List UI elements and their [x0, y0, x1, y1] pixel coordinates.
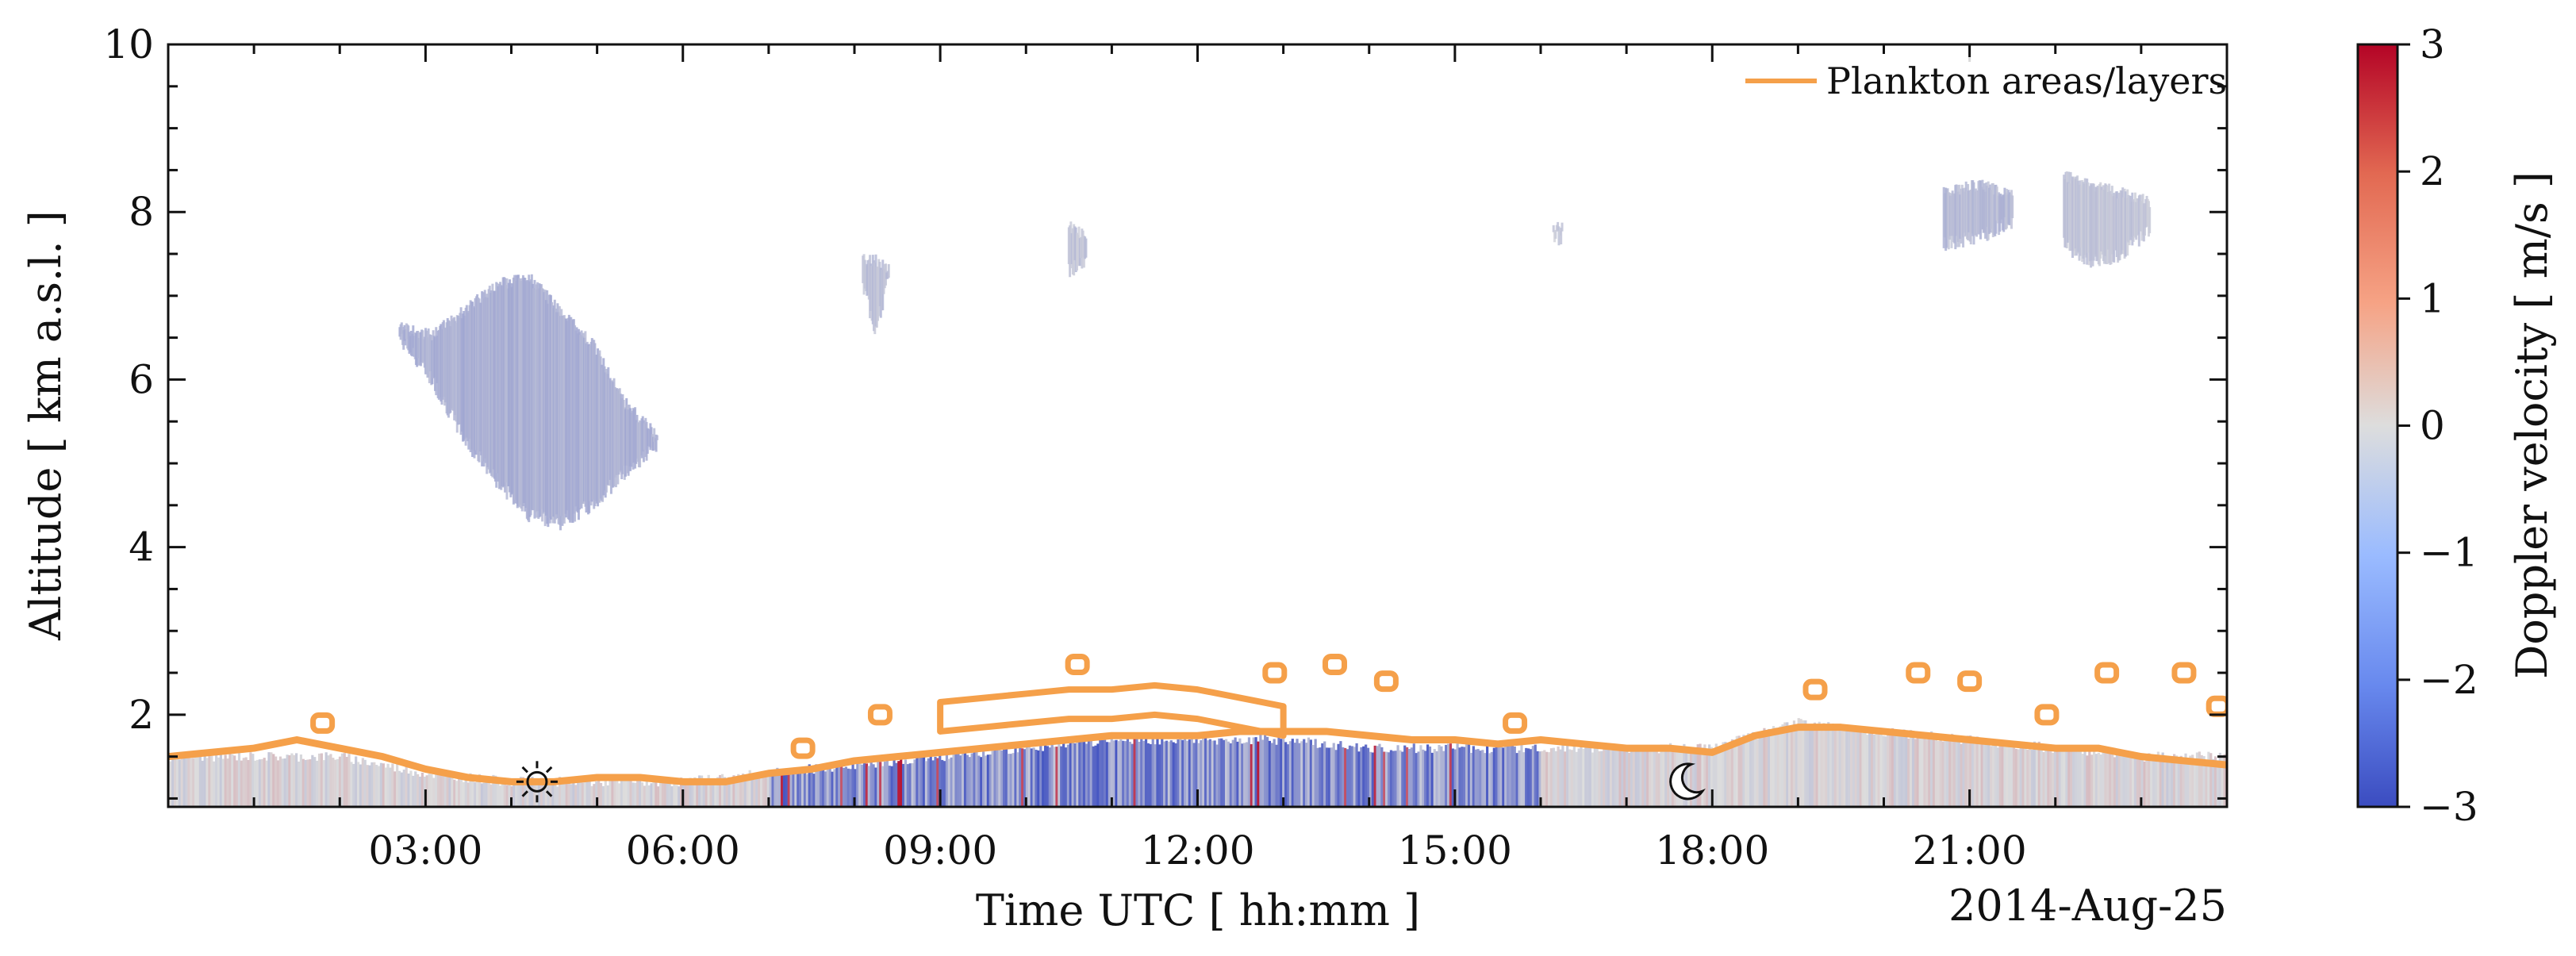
colorbar-ticks: 3 2 1 0 −1 −2 −3: [2397, 21, 2478, 830]
plankton-blob: [310, 712, 336, 734]
plankton-blob: [1262, 662, 1288, 684]
colorbar-tick-label: 0: [2420, 403, 2445, 449]
sun-icon: [516, 761, 558, 803]
cloud-layer: [398, 171, 2152, 531]
plankton-blob: [1957, 670, 1983, 693]
plankton-blob: [867, 704, 893, 726]
cloud: [1942, 179, 2014, 251]
x-tick-label: 03:00: [368, 827, 482, 873]
colorbar: 3 2 1 0 −1 −2 −3 Doppler velocity [ m/s ]: [2356, 21, 2557, 830]
cloud: [862, 254, 890, 335]
plankton-blob: [2094, 662, 2120, 684]
x-tick-label: 09:00: [883, 827, 997, 873]
plankton-layer: [168, 653, 2227, 785]
plankton-blob: [1065, 653, 1090, 675]
plankton-blob: [2034, 704, 2060, 726]
plankton-blob: [1503, 712, 1528, 734]
legend-label-plankton: Plankton areas/layers: [1826, 60, 2227, 102]
moon-icon: [1669, 762, 1706, 801]
x-tick-label: 12:00: [1140, 827, 1254, 873]
y-tick-label: 2: [129, 692, 154, 738]
y-tick-label: 8: [129, 189, 154, 235]
plankton-outline: [168, 724, 2227, 785]
x-ticks: 03:00 06:00 09:00 12:00 15:00 18:00 21:00: [167, 44, 2229, 873]
colorbar-tick-label: −3: [2420, 784, 2478, 830]
x-tick-label: 15:00: [1398, 827, 1512, 873]
plankton-blob: [790, 737, 816, 759]
y-tick-label: 10: [103, 21, 154, 67]
plankton-blob: [1906, 662, 1931, 684]
x-tick-label: 06:00: [626, 827, 740, 873]
y-ticks: 2 4 6 8 10: [103, 21, 2227, 800]
x-axis-title: Time UTC [ hh:mm ]: [976, 885, 1420, 935]
colorbar-tick-label: −2: [2420, 657, 2478, 703]
colorbar-tick-label: 1: [2420, 275, 2445, 321]
cloud: [1552, 221, 1564, 246]
y-tick-label: 6: [129, 356, 154, 402]
cloud: [2063, 171, 2152, 268]
plankton-upper-layer: [937, 681, 1287, 739]
colorbar-tick-label: 3: [2420, 21, 2445, 67]
plankton-blob: [1323, 653, 1347, 675]
y-tick-label: 4: [129, 524, 154, 570]
colorbar-tick-label: −1: [2420, 530, 2478, 576]
cloud: [398, 274, 658, 531]
colorbar-title: Doppler velocity [ m/s ]: [2507, 171, 2557, 679]
plot-area: 03:00 06:00 09:00 12:00 15:00 18:00 21:00 2 4 6 8…: [103, 21, 2229, 873]
plankton-blob: [2171, 662, 2197, 684]
legend: Plankton areas/layers: [1733, 57, 2227, 113]
legend-box: [1733, 57, 2213, 113]
boundary-layer: [168, 718, 2227, 807]
cloud: [1067, 221, 1088, 278]
y-axis-title: Altitude [ km a.s.l. ]: [21, 210, 71, 641]
x-tick-label: 18:00: [1655, 827, 1769, 873]
plankton-blob: [1373, 670, 1399, 693]
plankton-blob: [1802, 678, 1828, 701]
date-label: 2014-Aug-25: [1948, 881, 2227, 931]
colorbar-gradient: [2356, 43, 2399, 808]
x-tick-label: 21:00: [1913, 827, 2027, 873]
colorbar-tick-label: 2: [2420, 148, 2445, 194]
annotation-layer: [516, 761, 1706, 803]
